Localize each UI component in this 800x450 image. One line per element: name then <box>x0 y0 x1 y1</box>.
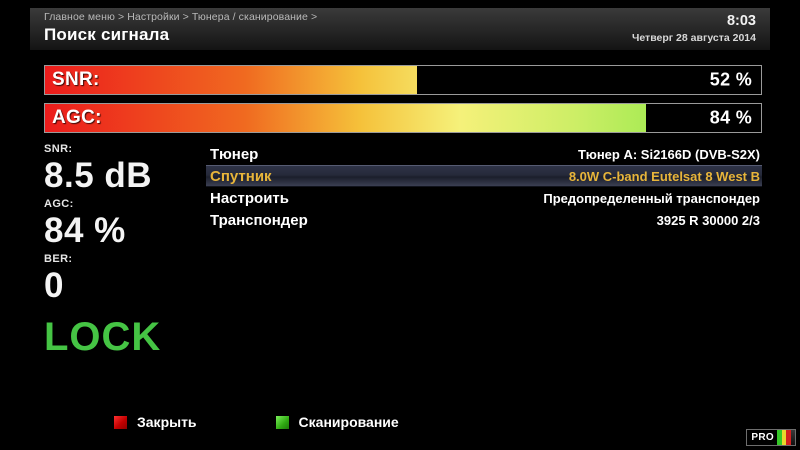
close-button-label: Закрыть <box>137 414 197 430</box>
stat-value-snr: 8.5 dB <box>44 156 153 195</box>
scan-button[interactable]: Сканирование <box>274 414 399 430</box>
breadcrumb: Главное меню > Настройки > Тюнера / скан… <box>44 11 318 23</box>
snr-meter-value: 52 % <box>709 69 752 90</box>
red-key-icon <box>113 414 128 430</box>
logo-tail <box>791 430 795 445</box>
page-title: Поиск сигнала <box>44 25 170 44</box>
clock: 8:03 <box>726 13 756 29</box>
info-row-tuner[interactable]: Тюнер Тюнер A: Si2166D (DVB-S2X) <box>206 143 762 165</box>
lock-status: LOCK <box>44 315 162 359</box>
info-value-satellite: 8.0W C-band Eutelsat 8 West B <box>568 168 760 184</box>
stat-label-snr: SNR: <box>44 143 73 155</box>
info-value-configure: Предопределенный транспондер <box>543 190 760 206</box>
protv-logo: PRO <box>746 429 796 446</box>
close-button[interactable]: Закрыть <box>113 414 197 430</box>
info-key-satellite: Спутник <box>210 167 272 185</box>
logo-text: PRO <box>751 432 774 443</box>
tuner-info-panel: Тюнер Тюнер A: Si2166D (DVB-S2X) Спутник… <box>206 143 762 231</box>
stat-label-agc: AGC: <box>44 198 74 210</box>
page-header: Главное меню > Настройки > Тюнера / скан… <box>30 8 770 50</box>
info-key-tuner: Тюнер <box>210 145 259 163</box>
info-row-configure[interactable]: Настроить Предопределенный транспондер <box>206 187 762 209</box>
footer-bar: Закрыть Сканирование <box>0 408 800 436</box>
logo-color-bars-icon <box>777 430 792 445</box>
snr-meter-fill <box>45 66 418 94</box>
stat-label-ber: BER: <box>44 253 73 265</box>
stat-value-ber: 0 <box>44 266 64 305</box>
agc-meter: AGC: 84 % <box>44 103 762 133</box>
green-key-icon <box>274 414 290 430</box>
date: Четверг 28 августа 2014 <box>631 32 756 44</box>
agc-meter-label: AGC: <box>52 107 102 128</box>
info-row-transponder[interactable]: Транспондер 3925 R 30000 2/3 <box>206 209 762 231</box>
agc-meter-value: 84 % <box>709 107 752 128</box>
info-row-satellite[interactable]: Спутник 8.0W C-band Eutelsat 8 West B <box>206 165 762 187</box>
info-key-configure: Настроить <box>210 189 289 207</box>
signal-stats: SNR: 8.5 dB AGC: 84 % BER: 0 LOCK <box>44 143 204 360</box>
scan-button-label: Сканирование <box>298 414 399 430</box>
snr-meter: SNR: 52 % <box>44 65 762 95</box>
info-key-transponder: Транспондер <box>210 211 308 229</box>
snr-meter-label: SNR: <box>52 69 100 90</box>
info-value-tuner: Тюнер A: Si2166D (DVB-S2X) <box>577 146 760 162</box>
header-clock-area: 8:03 Четверг 28 августа 2014 <box>631 13 756 45</box>
agc-meter-fill <box>45 104 647 132</box>
info-value-transponder: 3925 R 30000 2/3 <box>656 212 760 228</box>
stat-value-agc: 84 % <box>44 211 126 250</box>
